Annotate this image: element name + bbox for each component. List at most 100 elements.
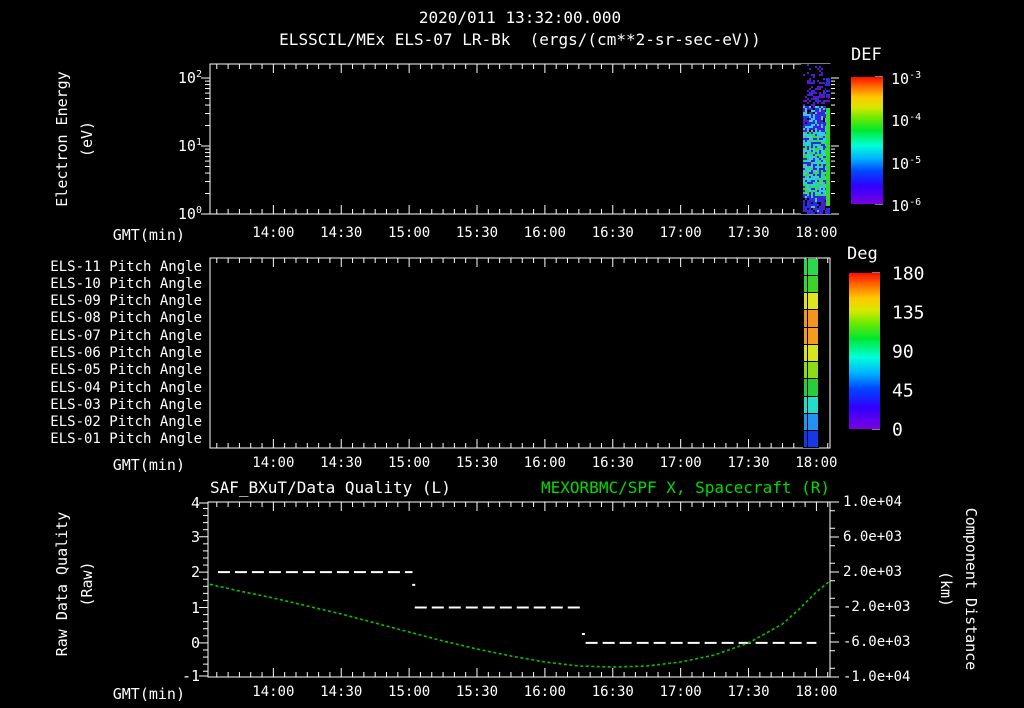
raw-data-quality-axis-label-line2: (Raw) — [78, 561, 96, 607]
x-tick-label: 14:30 — [320, 455, 363, 471]
gmt-label-middle: GMT(min) — [112, 456, 185, 474]
deg-tick-label: 90 — [892, 341, 914, 363]
x-tick-label: 15:30 — [455, 684, 499, 700]
def-tick-label: 10-5 — [891, 154, 922, 173]
deg-colorbar-gradient — [849, 273, 880, 429]
quality-tick-label: 3 — [190, 527, 200, 546]
deg-tick-label: 0 — [892, 419, 903, 441]
bottom-right-series-title: MEXORBMC/SPF X, Spacecraft (R) — [541, 478, 830, 497]
quality-tick-label: 0 — [190, 633, 200, 652]
quality-tick-label: 4 — [190, 494, 200, 512]
pitch-row-label: ELS-08 Pitch Angle — [50, 310, 202, 327]
pitch-angle-cell — [803, 293, 819, 311]
pitch-angle-cell — [803, 362, 819, 380]
x-tick-label: 14:30 — [320, 225, 363, 241]
exponent: 0 — [195, 205, 202, 216]
x-tick-label: 16:30 — [591, 684, 634, 700]
main-title: ELSSCIL/MEx ELS-07 LR-Bk (ergs/(cm**2-sr… — [279, 30, 761, 49]
x-tick-label: 17:30 — [727, 684, 770, 700]
quality-tick-label: -1 — [181, 667, 200, 685]
component-distance-axis-label-line1: Component Distance — [962, 507, 980, 671]
pitch-angle-cell — [803, 414, 819, 432]
pitch-row-label: ELS-07 Pitch Angle — [50, 327, 202, 344]
x-tick-label: 17:30 — [727, 225, 770, 241]
x-tick-label: 17:00 — [659, 455, 702, 471]
pitch-row-label: ELS-11 Pitch Angle — [50, 258, 202, 275]
x-tick-label: 17:00 — [659, 684, 702, 700]
deg-colorbar — [849, 273, 880, 429]
data-point-dot — [412, 583, 416, 586]
x-tick-label: 14:00 — [252, 225, 295, 241]
data-point-dot — [581, 633, 585, 636]
def-tick-label: 10-3 — [891, 70, 922, 88]
pitch-angle-cell — [803, 310, 819, 328]
x-tick-label: 16:30 — [591, 225, 634, 241]
pitch-row-label: ELS-06 Pitch Angle — [50, 345, 202, 361]
x-tick-label: 16:00 — [523, 455, 566, 471]
x-tick-label: 18:00 — [795, 225, 838, 241]
raw-data-quality-axis-label: Raw Data Quality (Raw) — [50, 434, 100, 708]
pitch-row-label: ELS-05 Pitch Angle — [50, 362, 202, 379]
component-distance-axis-label: Component Distance (km) — [933, 439, 983, 708]
x-tick-label: 18:00 — [795, 455, 838, 471]
pitch-angle-cell — [803, 396, 819, 414]
gmt-label-bottom: GMT(min) — [112, 685, 185, 703]
x-tick-label: 18:00 — [795, 684, 838, 700]
pitch-row-label: ELS-03 Pitch Angle — [50, 396, 202, 413]
distance-tick-label: -2.0e+03 — [843, 599, 911, 615]
pitch-row-label: ELS-02 Pitch Angle — [50, 414, 202, 431]
panel-frame — [209, 63, 831, 215]
def-colorbar-gradient — [851, 77, 883, 204]
x-tick-label: 17:30 — [727, 455, 770, 471]
pitch-angle-cell — [803, 344, 819, 363]
x-tick-label: 16:30 — [591, 455, 634, 471]
def-tick-label: 10-6 — [891, 197, 922, 215]
x-tick-label: 15:30 — [455, 225, 499, 241]
panel-frame — [207, 501, 831, 678]
x-tick-label: 15:00 — [388, 684, 431, 700]
raw-data-quality-axis-label-line1: Raw Data Quality — [53, 511, 71, 657]
x-tick-label: 16:00 — [523, 684, 566, 700]
x-tick-label: 17:00 — [659, 225, 702, 241]
pitch-row-label: ELS-09 Pitch Angle — [50, 293, 202, 310]
exponent: -5 — [909, 154, 922, 166]
bottom-left-series-title: SAF_BXuT/Data Quality (L) — [210, 478, 451, 497]
exponent: 1 — [195, 137, 202, 148]
deg-tick-label: 135 — [892, 302, 925, 324]
x-tick-label: 15:30 — [455, 455, 499, 471]
x-tick-label: 16:00 — [523, 225, 566, 241]
def-colorbar-title: DEF — [851, 45, 882, 65]
electron-spectrogram-band — [801, 64, 831, 214]
pitch-row-label: ELS-01 Pitch Angle — [50, 431, 202, 448]
quality-tick-label: 2 — [190, 563, 200, 582]
x-tick-label: 14:00 — [252, 455, 295, 471]
distance-tick-label: 6.0e+03 — [843, 529, 903, 545]
deg-tick-label: 180 — [892, 263, 925, 285]
timestamp-title: 2020/011 13:32:00.000 — [418, 8, 622, 27]
pitch-row-label: ELS-04 Pitch Angle — [50, 379, 202, 396]
x-tick-label: 15:00 — [388, 455, 431, 471]
distance-tick-label: 1.0e+04 — [843, 494, 903, 510]
electron-energy-axis-label-line2: (eV) — [78, 120, 96, 158]
deg-tick-label: 45 — [892, 380, 914, 402]
x-tick-label: 14:00 — [252, 684, 295, 700]
energy-tick-label: 102 — [177, 69, 202, 87]
x-tick-label: 14:30 — [320, 684, 363, 700]
distance-tick-label: -6.0e+03 — [843, 634, 911, 650]
deg-colorbar-title: Deg — [847, 244, 878, 264]
pitch-angle-cell — [803, 327, 819, 345]
pitch-angle-cell — [803, 379, 819, 397]
energy-tick-label: 100 — [177, 205, 202, 223]
quality-tick-label: 1 — [190, 598, 200, 617]
exponent: 2 — [195, 69, 202, 80]
spacecraft-distance-curve — [209, 580, 831, 668]
distance-tick-label: -1.0e+04 — [843, 669, 911, 685]
pitch-row-label: ELS-10 Pitch Angle — [50, 275, 202, 292]
def-tick-label: 10-4 — [891, 112, 922, 131]
exponent: -3 — [909, 70, 922, 81]
electron-energy-axis-label-line1: Electron Energy — [53, 71, 71, 207]
pitch-angle-cell — [803, 258, 819, 276]
distance-tick-label: 2.0e+03 — [843, 564, 903, 580]
component-distance-axis-label-line2: (km) — [937, 570, 955, 608]
